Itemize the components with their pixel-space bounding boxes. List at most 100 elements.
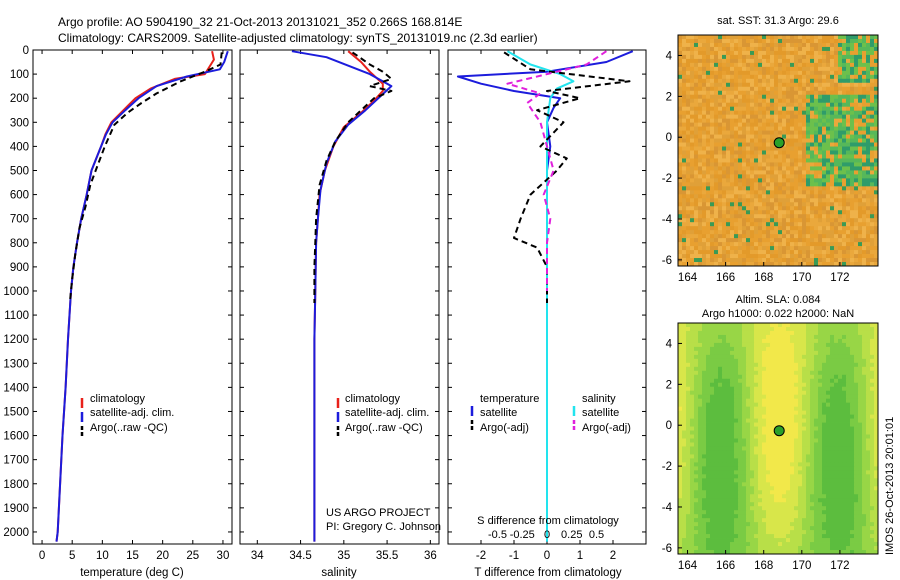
heatmap-cell [794,362,799,368]
heatmap-cell [862,106,867,112]
heatmap-cell [770,74,775,80]
heatmap-cell [850,366,855,372]
heatmap-cell [810,366,815,372]
heatmap-cell [806,134,811,139]
heatmap-cell [786,118,791,124]
heatmap-cell [826,122,831,127]
heatmap-cell [738,462,743,467]
heatmap-cell [762,446,767,451]
heatmap-cell [758,190,763,195]
heatmap-cell [782,110,787,116]
heatmap-cell [726,394,731,400]
heatmap-cell [854,250,859,255]
heatmap-cell [850,454,855,459]
heatmap-cell [858,170,863,175]
heatmap-cell [706,94,711,100]
heatmap-cell [758,402,763,408]
heatmap-cell [686,190,691,195]
heatmap-cell [770,374,775,380]
heatmap-cell [698,342,703,348]
heatmap-cell [730,114,735,120]
heatmap-cell [722,326,727,332]
heatmap-cell [782,74,787,80]
series-line-satellite-adj-clim- [55,50,229,542]
heatmap-cell [782,86,787,92]
heatmap-cell [718,194,723,199]
heatmap-cell [746,366,751,372]
heatmap-cell [702,210,707,215]
heatmap-cell [802,234,807,239]
heatmap-cell [870,210,875,215]
heatmap-cell [834,386,839,392]
heatmap-cell [830,118,835,124]
heatmap-cell [734,142,739,147]
heatmap-cell [854,226,859,231]
heatmap-cell [806,126,811,131]
heatmap-cell [810,458,815,463]
heatmap-cell [702,138,707,143]
heatmap-cell [682,334,687,340]
heatmap-cell [866,66,871,72]
heatmap-cell [706,438,711,443]
heatmap-cell [706,98,711,104]
heatmap-cell [842,218,847,223]
heatmap-cell [782,194,787,199]
heatmap-cell [718,370,723,376]
heatmap-cell [690,190,695,195]
heatmap-cell [702,110,707,116]
heatmap-cell [806,98,811,104]
heatmap-cell [794,210,799,215]
heatmap-cell [694,382,699,388]
heatmap-cell [826,158,831,163]
heatmap-cell [762,254,767,259]
heatmap-cell [814,35,819,40]
heatmap-cell [734,422,739,427]
heatmap-cell [794,214,799,219]
heatmap-cell [790,114,795,120]
heatmap-cell [746,146,751,151]
heatmap-cell [734,66,739,72]
heatmap-cell [806,194,811,199]
heatmap-cell [778,106,783,112]
heatmap-cell [782,382,787,388]
heatmap-cell [850,150,855,155]
heatmap-cell [794,422,799,427]
heatmap-cell [766,326,771,332]
heatmap-cell [806,206,811,211]
heatmap-cell [854,246,859,251]
heatmap-cell [826,178,831,183]
heatmap-cell [810,386,815,392]
heatmap-cell [686,218,691,223]
heatmap-cell [718,150,723,155]
heatmap-cell [690,250,695,255]
heatmap-cell [798,218,803,223]
heatmap-cell [794,218,799,223]
heatmap-cell [806,38,811,44]
heatmap-cell [810,362,815,368]
heatmap-cell [826,330,831,336]
heatmap-cell [690,78,695,84]
heatmap-cell [702,62,707,68]
heatmap-cell [826,134,831,139]
heatmap-cell [822,86,827,92]
heatmap-cell [698,122,703,127]
heatmap-cell [754,78,759,84]
heatmap-cell [874,122,879,127]
y-tick-label: -6 [662,255,672,267]
heatmap-cell [862,414,867,419]
heatmap-cell [834,166,839,171]
heatmap-cell [818,98,823,104]
heatmap-cell [682,190,687,195]
heatmap-cell [826,202,831,207]
heatmap-cell [794,58,799,64]
heatmap-cell [810,234,815,239]
heatmap-cell [746,35,751,40]
heatmap-cell [802,262,807,267]
heatmap-cell [774,374,779,380]
heatmap-cell [818,214,823,219]
heatmap-cell [870,154,875,159]
heatmap-cell [722,198,727,203]
heatmap-cell [870,78,875,84]
heatmap-cell [746,426,751,431]
heatmap-cell [810,226,815,231]
